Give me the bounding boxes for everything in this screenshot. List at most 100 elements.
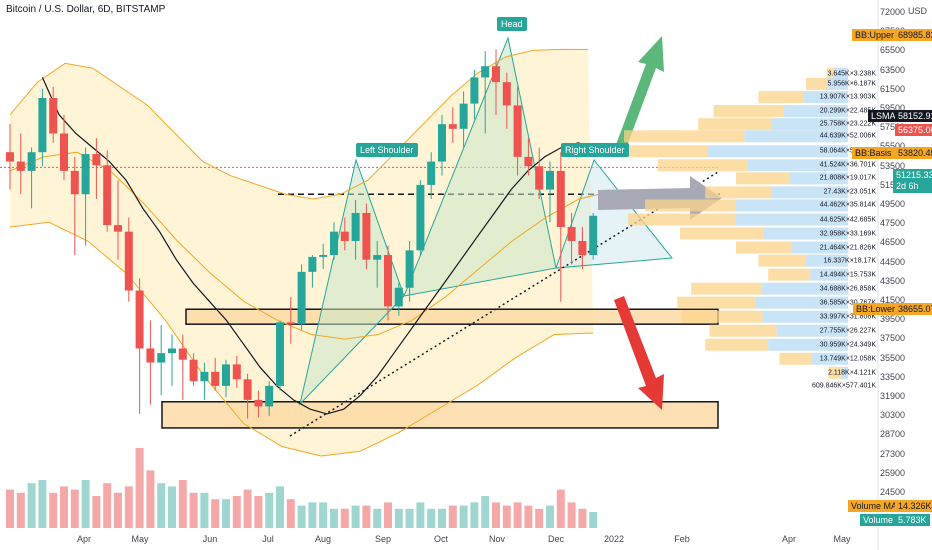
candle-body <box>362 212 371 260</box>
support-zone <box>185 308 719 325</box>
candle-body <box>92 154 101 166</box>
candle-body <box>211 371 220 386</box>
x-tick-label: May <box>833 534 851 544</box>
candle-body <box>394 287 403 307</box>
volume-profile-label: 41.524K×36.701K <box>819 161 876 169</box>
up-arrow <box>614 36 664 154</box>
volume-profile-buy <box>827 77 848 90</box>
volume-bar <box>178 480 187 528</box>
volume-profile-label: 34.688K×26.858K <box>819 285 876 293</box>
volume-profile-label: 21.464K×21.826K <box>819 244 876 252</box>
volume-profile-label: 44.462K×35.814K <box>819 201 876 209</box>
bb-upper-tag: BB:Upper <box>852 29 898 41</box>
candle-body <box>243 379 252 400</box>
volume-value: 5.783K <box>895 514 930 526</box>
volume-bar <box>535 508 544 528</box>
volume-bar <box>114 492 122 528</box>
candle-body <box>222 364 230 386</box>
volume-bar <box>265 492 274 528</box>
y-tick-label: 51500 <box>880 180 905 190</box>
candle-body <box>416 184 425 251</box>
volume-bar <box>276 486 284 528</box>
volume-profile-label: 20.299K×22.485K <box>819 107 876 115</box>
y-tick-label: 44500 <box>880 256 906 267</box>
support-zone <box>161 401 719 429</box>
volume-profile-label: 3.645K×3.238K <box>827 70 876 78</box>
bb-lower-line <box>9 221 594 457</box>
candle-body <box>168 348 176 354</box>
x-tick-label: Oct <box>433 534 449 544</box>
volume-ma-tag: Volume MA <box>848 500 901 512</box>
volume-bar <box>124 486 133 528</box>
volume-bar <box>286 499 295 528</box>
x-tick-label: Feb <box>674 534 690 544</box>
volume-bar <box>222 499 230 528</box>
volume-bar <box>81 480 90 528</box>
chart-title: Bitcoin / U.S. Dollar, 6D, BITSTAMP <box>6 4 166 15</box>
volume-profile-label: 30.959K×24.349K <box>819 341 876 349</box>
volume-bar <box>394 508 403 528</box>
volume-bar <box>135 448 144 528</box>
candle-body <box>524 156 533 167</box>
lsma-value: 58152.91 <box>895 110 932 122</box>
volume-bar <box>362 505 371 528</box>
y-tick-label: 65500 <box>880 45 906 56</box>
volume-profile-label: 5.956K×6.187K <box>827 80 876 88</box>
volume-bar <box>351 505 360 528</box>
candle-body <box>308 256 317 272</box>
volume-profile-sell <box>758 91 804 104</box>
x-tick-label: Nov <box>488 534 506 544</box>
candle-body <box>200 371 209 382</box>
volume-profile-label: 14.494K×15.753K <box>819 271 876 279</box>
volume-bar <box>578 508 587 528</box>
volume-bar <box>481 496 490 528</box>
candle-body <box>286 322 295 325</box>
volume-profile-sell <box>827 67 834 80</box>
volume-bar <box>448 505 457 528</box>
bb-lower-tag: BB:Lower <box>853 303 899 315</box>
volume-profile-sell <box>736 241 792 254</box>
volume-bar <box>254 496 263 528</box>
volume-bar <box>556 489 565 528</box>
lsma-line <box>41 77 612 415</box>
candle-body <box>448 124 457 129</box>
volume-profile-sell <box>779 352 812 365</box>
volume-profile-buy <box>810 268 848 281</box>
candle-body <box>481 66 490 78</box>
currency-label: USD <box>908 6 928 16</box>
volume-profile-label: 21.808K×19.017K <box>819 174 876 182</box>
bb-band-fill <box>10 49 594 457</box>
volume-profile-label: 27.43K×23.051K <box>823 188 876 196</box>
x-tick-label: May <box>131 534 149 544</box>
candle-body <box>297 271 306 325</box>
candle-body <box>470 77 479 104</box>
candle-body <box>49 97 58 134</box>
volume-profile-label: 32.958K×33.169K <box>819 230 876 238</box>
last-price-tag: 51215.33 2d 6h <box>893 169 932 193</box>
volume-profile-label: 16.337K×18.17K <box>823 257 876 265</box>
candle-body <box>459 103 468 129</box>
volume-profile-sell <box>657 159 748 172</box>
volume-profile-sell <box>645 199 736 212</box>
left-shoulder-shape <box>299 158 405 406</box>
candle-body <box>340 231 349 241</box>
volume-profile-label: 33.997K×31.808K <box>819 313 876 321</box>
candle-body <box>578 241 587 256</box>
volume-profile-label: 27.755K×26.227K <box>819 327 876 335</box>
volume-bar <box>524 505 533 528</box>
volume-profile-buy <box>803 91 848 104</box>
candle-body <box>330 231 338 256</box>
volume-profile-sell <box>677 296 756 309</box>
candle-body <box>254 399 263 407</box>
volume-bar <box>373 508 382 528</box>
volume-profile-sell <box>698 118 771 131</box>
volume-profile-sell <box>713 105 784 118</box>
y-tick-label: 39500 <box>880 314 906 325</box>
volume-profile-buy <box>792 241 848 254</box>
candle-body <box>81 154 90 195</box>
y-tick-label: 55500 <box>880 141 905 151</box>
x-tick-label: Sep <box>374 534 392 544</box>
candle-body <box>114 225 122 232</box>
volume-profile-buy <box>789 172 848 185</box>
